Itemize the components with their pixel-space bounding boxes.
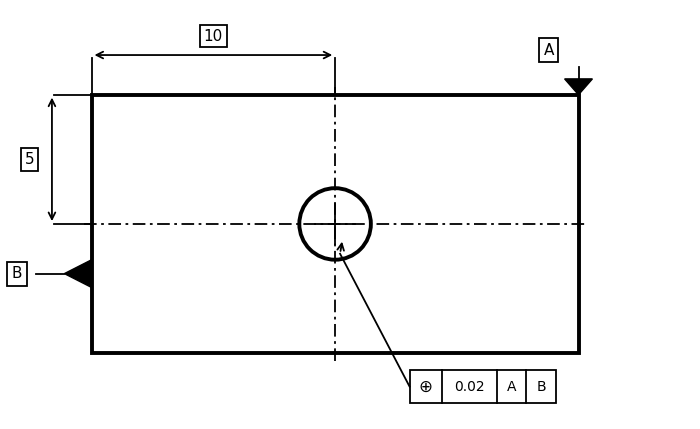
Text: 0.02: 0.02 bbox=[454, 380, 484, 394]
Text: B: B bbox=[12, 266, 22, 281]
Bar bbox=[410, 371, 556, 403]
Bar bbox=[92, 95, 578, 353]
Text: 5: 5 bbox=[25, 152, 34, 167]
Text: B: B bbox=[536, 380, 546, 394]
Text: A: A bbox=[543, 42, 554, 57]
Text: 10: 10 bbox=[204, 29, 223, 44]
Text: A: A bbox=[507, 380, 516, 394]
Polygon shape bbox=[565, 79, 592, 95]
Text: ⊕: ⊕ bbox=[419, 378, 433, 396]
Polygon shape bbox=[64, 260, 92, 287]
